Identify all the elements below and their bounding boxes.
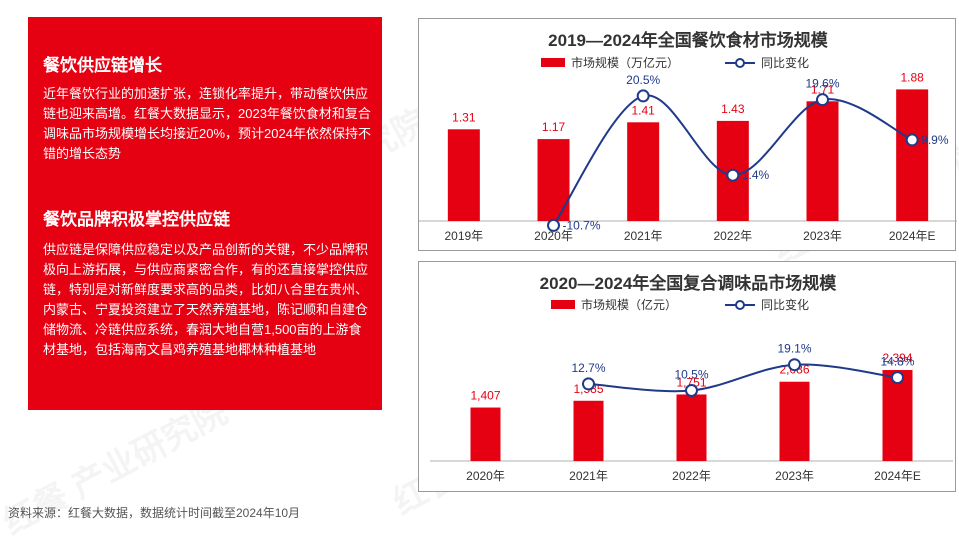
growth-line	[588, 363, 898, 393]
x-tick-label: 2024年E	[889, 229, 936, 243]
section-heading: 餐饮品牌积极掌控供应链	[43, 210, 230, 229]
summary-panel: 餐饮供应链增长 近年餐饮行业的加速扩张，连锁化率提升，带动餐饮供应链也迎来高增。…	[28, 17, 382, 410]
legend-bar-swatch	[551, 300, 575, 309]
bar-value-label: 2,394	[882, 351, 912, 365]
line-point	[636, 89, 650, 103]
bar-value-label: 1.71	[811, 82, 835, 96]
line-value-label: 19.6%	[805, 77, 839, 91]
line-value-label: 1.4%	[742, 168, 770, 182]
bar	[573, 400, 604, 461]
bar-value-label: 1.17	[542, 120, 566, 134]
line-value-label: 10.5%	[674, 368, 708, 382]
bar	[896, 89, 929, 222]
line-value-label: 14.8%	[880, 355, 914, 369]
line-value-label: 12.7%	[571, 361, 605, 375]
line-value-label: 20.5%	[626, 73, 660, 87]
food-ingredient-market-chart: 2019—2024年全国餐饮食材市场规模市场规模（万亿元） 同比变化 1.31 201…	[418, 18, 957, 251]
bar	[882, 370, 913, 461]
line-point	[816, 93, 829, 107]
line-point	[685, 384, 698, 397]
x-tick-label: 2021年	[569, 469, 608, 483]
x-tick-label: 2020年	[534, 229, 573, 243]
x-tick-label: 2020年	[466, 469, 505, 483]
bar	[537, 139, 570, 221]
bar-value-label: 1.43	[721, 102, 745, 116]
line-point	[582, 377, 595, 391]
bar-value-label: 1,751	[676, 375, 706, 389]
bar	[676, 394, 707, 461]
x-tick-label: 2023年	[803, 229, 842, 243]
x-tick-label: 2021年	[624, 229, 663, 243]
x-tick-label: 2022年	[713, 229, 752, 243]
line-value-label: 19.1%	[777, 342, 811, 356]
bar	[447, 129, 480, 221]
legend-line-label: 同比变化	[761, 297, 809, 312]
legend-bar-label: 市场规模（万亿元）	[571, 55, 679, 70]
source-note: 资料来源：红餐大数据，数据统计时间截至2024年10月	[8, 506, 301, 520]
bar-value-label: 1.41	[631, 103, 655, 117]
chart-title: 2019—2024年全国餐饮食材市场规模	[548, 30, 829, 50]
x-tick-label: 2022年	[672, 469, 711, 483]
bar	[627, 122, 660, 221]
line-value-label: -10.7%	[563, 218, 601, 232]
line-point	[891, 371, 904, 385]
x-tick-label: 2023年	[775, 469, 814, 483]
bar	[470, 407, 501, 461]
bar-value-label: 1.88	[900, 70, 924, 84]
x-tick-label: 2024年E	[874, 469, 921, 483]
legend-bar-label: 市场规模（亿元）	[581, 297, 677, 312]
chart-title: 2020—2024年全国复合调味品市场规模	[540, 273, 838, 293]
compound-seasoning-market-chart: 2020—2024年全国复合调味品市场规模市场规模（亿元） 同比变化 1,407 20…	[418, 261, 956, 492]
legend-line-label: 同比变化	[761, 55, 809, 70]
line-point	[726, 168, 740, 182]
bar	[779, 381, 810, 461]
line-value-label: 9.9%	[921, 133, 949, 147]
section-heading: 餐饮供应链增长	[43, 56, 162, 75]
x-tick-label: 2019年	[444, 229, 483, 243]
section-paragraph: 近年餐饮行业的加速扩张，连锁化率提升，带动餐饮供应链也迎来高增。红餐大数据显示，…	[43, 86, 371, 161]
line-point	[547, 218, 560, 232]
bar	[806, 101, 839, 221]
bar-value-label: 1,407	[470, 389, 500, 403]
bar-value-label: 1.31	[452, 110, 476, 124]
section-paragraph: 供应链是保障供应稳定以及产品创新的关键，不少品牌积极向上游拓展，与供应商紧密合作…	[43, 242, 369, 357]
legend-bar-swatch	[541, 58, 565, 67]
legend-line-marker	[735, 58, 745, 68]
legend-line-marker	[735, 300, 745, 310]
line-point	[905, 133, 919, 147]
line-point	[788, 358, 801, 372]
